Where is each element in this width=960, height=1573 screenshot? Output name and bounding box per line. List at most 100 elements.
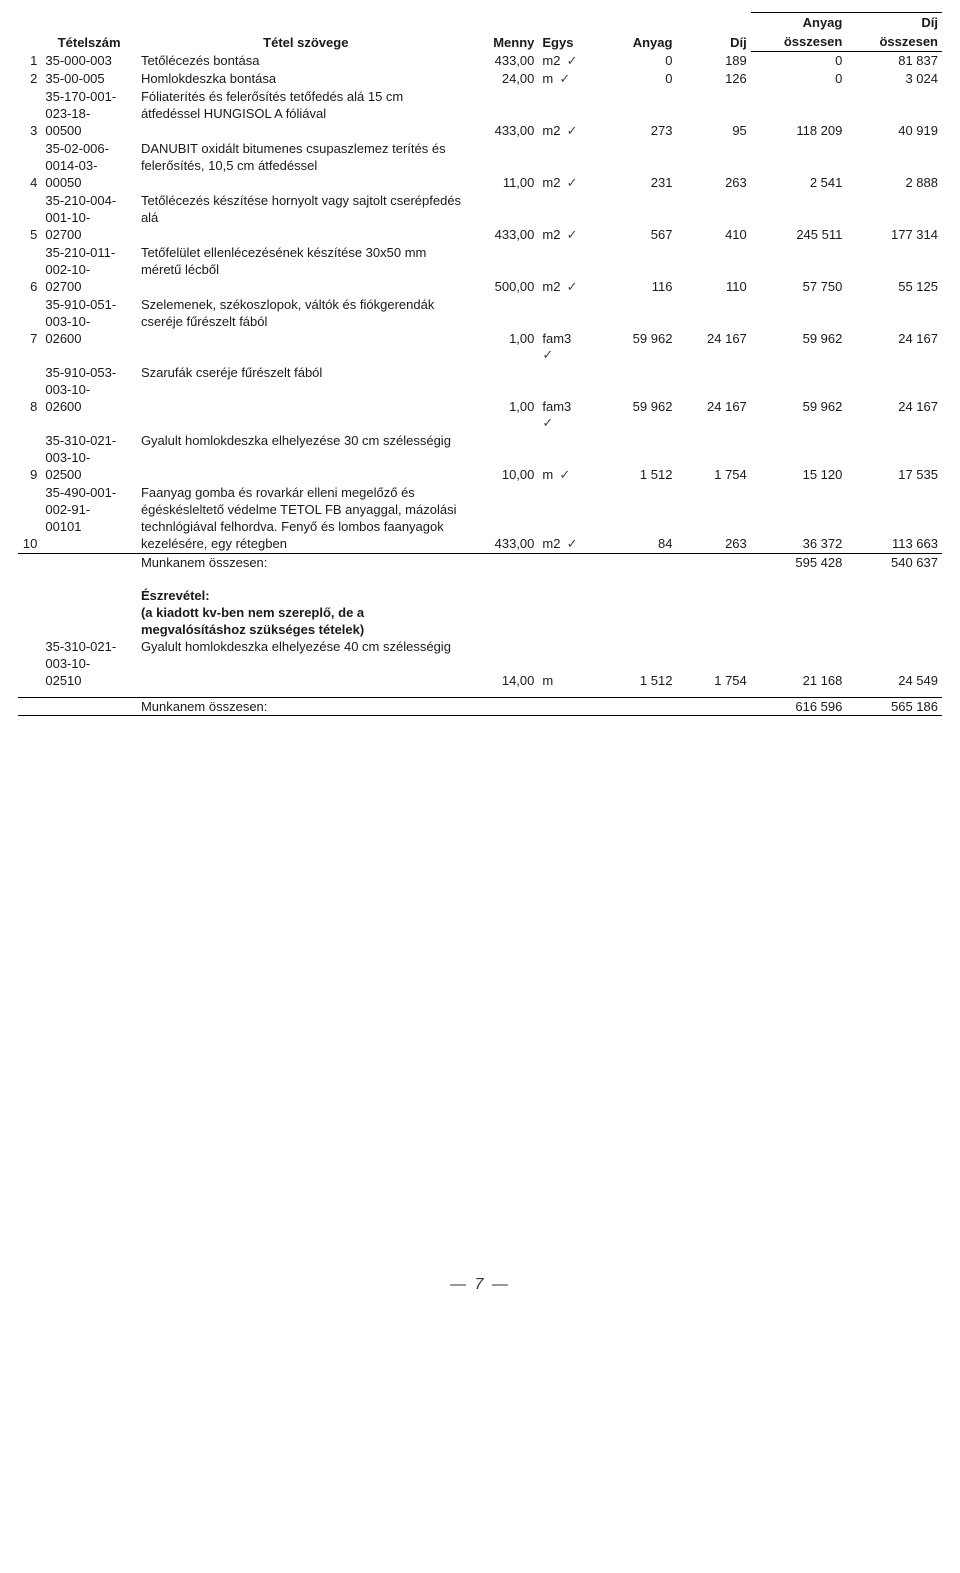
table-row: 35-02-006-DANUBIT oxidált bitumenes csup… [18, 140, 942, 157]
cell-dij [676, 157, 750, 174]
hdr-text: Tétel szövege [137, 13, 475, 52]
cell-dossz [846, 140, 942, 157]
cell-text: Tetőlécezés készítése hornyolt vagy sajt… [137, 192, 475, 209]
cell-idx [18, 157, 41, 174]
cell-anyag [591, 296, 676, 313]
cell-qty [475, 140, 539, 157]
cell-text: átfedéssel HUNGISOL A fóliával [137, 105, 475, 122]
page-number: — 7 — [18, 1276, 942, 1294]
cell-text: Faanyag gomba és rovarkár elleni megelőz… [137, 484, 475, 501]
cell-anyag [591, 381, 676, 398]
cell-unit: m2 ✓ [538, 174, 591, 192]
cell-text [137, 278, 475, 296]
cell-dossz [846, 88, 942, 105]
cell-code: 02700 [41, 226, 137, 244]
cell-code: 02500 [41, 466, 137, 484]
cell-unit [538, 364, 591, 381]
cell-unit: m2 ✓ [538, 52, 591, 70]
cell-aossz: 59 962 [751, 398, 847, 432]
cell-anyag [591, 432, 676, 449]
cell-dossz: 81 837 [846, 52, 942, 70]
table-row: 35-170-001-Fóliaterítés és felerősítés t… [18, 88, 942, 105]
table-row: 003-10- [18, 655, 942, 672]
cell-text: Szarufák cseréje fűrészelt fából [137, 364, 475, 381]
checkmark-icon: ✓ [560, 280, 577, 295]
cell-dij: 1 754 [676, 672, 750, 689]
cell-qty [475, 364, 539, 381]
note-line1-row: (a kiadott kv-ben nem szereplő, de a [18, 604, 942, 621]
cell-qty [475, 501, 539, 518]
cell-idx [18, 484, 41, 501]
cell-dossz [846, 518, 942, 535]
checkmark-icon: ✓ [560, 228, 577, 243]
cell-unit [538, 157, 591, 174]
cell-dossz: 55 125 [846, 278, 942, 296]
cell-anyag [591, 484, 676, 501]
hdr-dossz-bot: összesen [846, 32, 942, 52]
cell-code: 003-10- [41, 313, 137, 330]
cell-aossz [751, 655, 847, 672]
table-row: 003-10- [18, 381, 942, 398]
cell-code: 002-10- [41, 261, 137, 278]
cell-idx: 9 [18, 466, 41, 484]
cell-unit [538, 313, 591, 330]
cell-dij [676, 638, 750, 655]
cell-unit [538, 244, 591, 261]
table-row: 502700433,00m2 ✓567410245 511177 314 [18, 226, 942, 244]
cell-idx [18, 672, 41, 689]
subtotal-row: Munkanem összesen: 595 428 540 637 [18, 553, 942, 571]
cell-dossz: 113 663 [846, 535, 942, 554]
cell-qty [475, 381, 539, 398]
cell-anyag [591, 157, 676, 174]
total-row: Munkanem összesen: 616 596 565 186 [18, 697, 942, 715]
cell-text: alá [137, 209, 475, 226]
cell-unit [538, 261, 591, 278]
cell-idx [18, 209, 41, 226]
cell-idx [18, 638, 41, 655]
cell-unit: m2 ✓ [538, 226, 591, 244]
cell-anyag [591, 501, 676, 518]
cell-dossz: 24 167 [846, 398, 942, 432]
cell-dij [676, 655, 750, 672]
cell-qty: 500,00 [475, 278, 539, 296]
cell-dij [676, 296, 750, 313]
cell-anyag: 567 [591, 226, 676, 244]
cell-idx [18, 261, 41, 278]
cell-dossz [846, 105, 942, 122]
cell-code: 35-910-051- [41, 296, 137, 313]
cell-code: 35-210-004- [41, 192, 137, 209]
cell-anyag: 84 [591, 535, 676, 554]
total-aossz: 616 596 [751, 697, 847, 715]
cell-dij [676, 105, 750, 122]
note-line2: megvalósításhoz szükséges tételek) [137, 621, 475, 638]
cell-dij: 95 [676, 122, 750, 140]
cell-unit: m2 ✓ [538, 278, 591, 296]
cell-dossz [846, 244, 942, 261]
table-row: 35-490-001-Faanyag gomba és rovarkár ell… [18, 484, 942, 501]
cell-dij [676, 261, 750, 278]
cell-text: égéskésleltető védelme TETOL FB anyaggal… [137, 501, 475, 518]
cell-code: 35-490-001- [41, 484, 137, 501]
cell-qty [475, 518, 539, 535]
cell-code: 35-02-006- [41, 140, 137, 157]
cell-idx [18, 501, 41, 518]
cell-dossz [846, 449, 942, 466]
cell-anyag [591, 192, 676, 209]
cell-text [137, 466, 475, 484]
cell-text: méretű lécből [137, 261, 475, 278]
cell-text: kezelésére, egy rétegben [137, 535, 475, 554]
cell-dossz: 24 549 [846, 672, 942, 689]
cell-dij: 24 167 [676, 398, 750, 432]
cell-idx [18, 313, 41, 330]
cell-anyag: 231 [591, 174, 676, 192]
cell-anyag [591, 105, 676, 122]
cell-dij [676, 140, 750, 157]
table-row: 35-910-051-Szelemenek, székoszlopok, vál… [18, 296, 942, 313]
cell-idx [18, 449, 41, 466]
cell-code: 35-310-021- [41, 432, 137, 449]
cell-code: 35-00-005 [41, 70, 137, 88]
cell-idx [18, 432, 41, 449]
cell-dij: 110 [676, 278, 750, 296]
table-row: 35-310-021-Gyalult homlokdeszka elhelyez… [18, 638, 942, 655]
cell-dij [676, 313, 750, 330]
